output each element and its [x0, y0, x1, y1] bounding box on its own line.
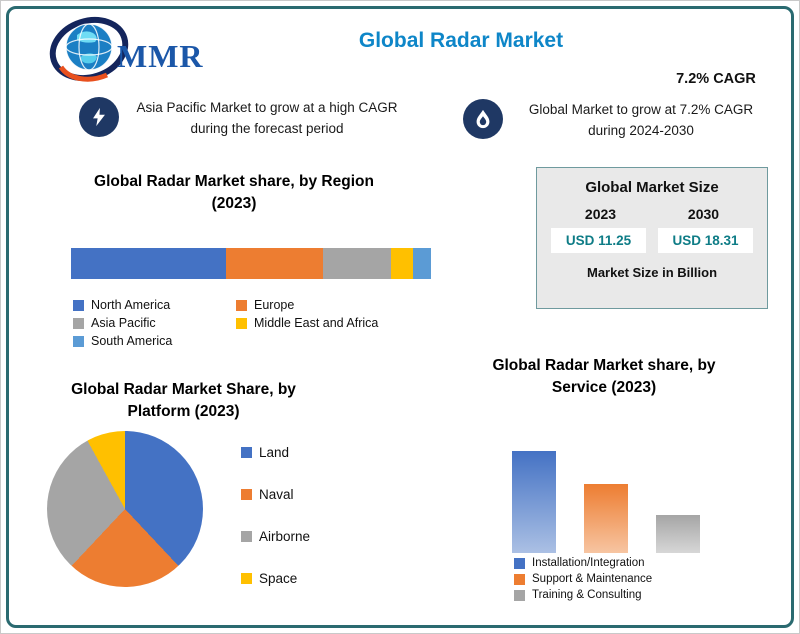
- page-title: Global Radar Market: [358, 29, 564, 52]
- region-stacked-bar: [71, 248, 431, 279]
- region-bar-segment: [413, 248, 431, 279]
- legend-item: South America: [73, 334, 236, 348]
- market-size-note: Market Size in Billion: [586, 265, 718, 280]
- mmr-logo: MMR: [49, 17, 204, 82]
- legend-item: Space: [241, 571, 310, 586]
- market-size-box: Global Market Size 2023 2030 USD 11.25 U…: [536, 167, 768, 309]
- region-bar-segment: [323, 248, 392, 279]
- legend-swatch-icon: [241, 447, 252, 458]
- platform-chart-title: Global Radar Market Share, by Platform (…: [71, 381, 296, 421]
- legend-item: Installation/Integration: [514, 557, 652, 569]
- legend-label: Airborne: [259, 529, 311, 544]
- legend-swatch-icon: [241, 531, 252, 542]
- globe-grid: [65, 38, 113, 56]
- legend-item: Asia Pacific: [73, 316, 236, 330]
- legend-item: Land: [241, 445, 310, 460]
- service-legend: Installation/Integration Support & Mainte…: [514, 557, 652, 601]
- legend-label: Support & Maintenance: [532, 573, 653, 585]
- legend-label: Asia Pacific: [91, 316, 156, 330]
- legend-swatch-icon: [514, 589, 525, 601]
- legend-swatch-icon: [236, 317, 247, 329]
- platform-legend: Land Naval Airborne Space: [241, 445, 310, 586]
- lightning-icon: [93, 107, 105, 127]
- highlight-icon-circle: [463, 99, 503, 139]
- legend-label: Land: [259, 445, 290, 460]
- legend-label: Space: [259, 571, 298, 586]
- legend-item: Europe: [236, 298, 433, 312]
- legend-swatch-icon: [241, 489, 252, 500]
- service-bar: [584, 483, 628, 553]
- legend-swatch-icon: [73, 335, 84, 347]
- highlight-text-right: Global Market to grow at 7.2% CAGR durin…: [528, 102, 754, 138]
- legend-item: Support & Maintenance: [514, 573, 652, 585]
- region-bar-segment: [71, 248, 226, 279]
- legend-swatch-icon: [73, 317, 84, 329]
- legend-label: Installation/Integration: [532, 557, 645, 569]
- cagr-badge: 7.2% CAGR: [676, 71, 756, 87]
- market-size-value-start: USD 11.25: [551, 228, 646, 253]
- legend-item: Middle East and Africa: [236, 316, 433, 330]
- legend-label: Middle East and Africa: [254, 316, 379, 330]
- platform-pie: [47, 431, 203, 587]
- service-chart-title: Global Radar Market share, by Service (2…: [492, 357, 716, 397]
- legend-swatch-icon: [514, 557, 525, 569]
- brand-text: MMR: [117, 38, 204, 74]
- logo-swoosh-orange: [58, 65, 108, 82]
- legend-item: Airborne: [241, 529, 310, 544]
- legend-label: Naval: [259, 487, 294, 502]
- legend-swatch-icon: [73, 299, 84, 311]
- market-size-year-start: 2023: [584, 206, 617, 222]
- legend-label: South America: [91, 334, 173, 348]
- highlight-text-left: Asia Pacific Market to grow at a high CA…: [136, 100, 398, 136]
- legend-swatch-icon: [241, 573, 252, 584]
- globe-grid: [78, 23, 100, 71]
- globe-continent: [80, 53, 97, 64]
- legend-label: Europe: [254, 298, 295, 312]
- service-bar: [512, 451, 556, 553]
- service-bars: [512, 451, 700, 553]
- legend-item: Naval: [241, 487, 310, 502]
- market-size-value-end: USD 18.31: [658, 228, 753, 253]
- legend-item: North America: [73, 298, 236, 312]
- region-chart-title: Global Radar Market share, by Region (20…: [94, 173, 374, 213]
- legend-swatch-icon: [236, 299, 247, 311]
- legend-item: Training & Consulting: [514, 589, 652, 601]
- legend-label: Training & Consulting: [532, 589, 642, 601]
- legend-swatch-icon: [514, 573, 525, 585]
- highlight-icon-circle: [79, 97, 119, 137]
- region-bar-segment: [225, 248, 323, 279]
- region-bar-segment: [391, 248, 413, 279]
- market-size-title: Global Market Size: [585, 179, 719, 196]
- flame-icon: [476, 109, 490, 129]
- legend-label: North America: [91, 298, 171, 312]
- service-bar: [656, 515, 700, 553]
- region-legend: North America Europe Asia Pacific Middle Ea…: [73, 298, 433, 348]
- market-size-year-end: 2030: [687, 206, 720, 222]
